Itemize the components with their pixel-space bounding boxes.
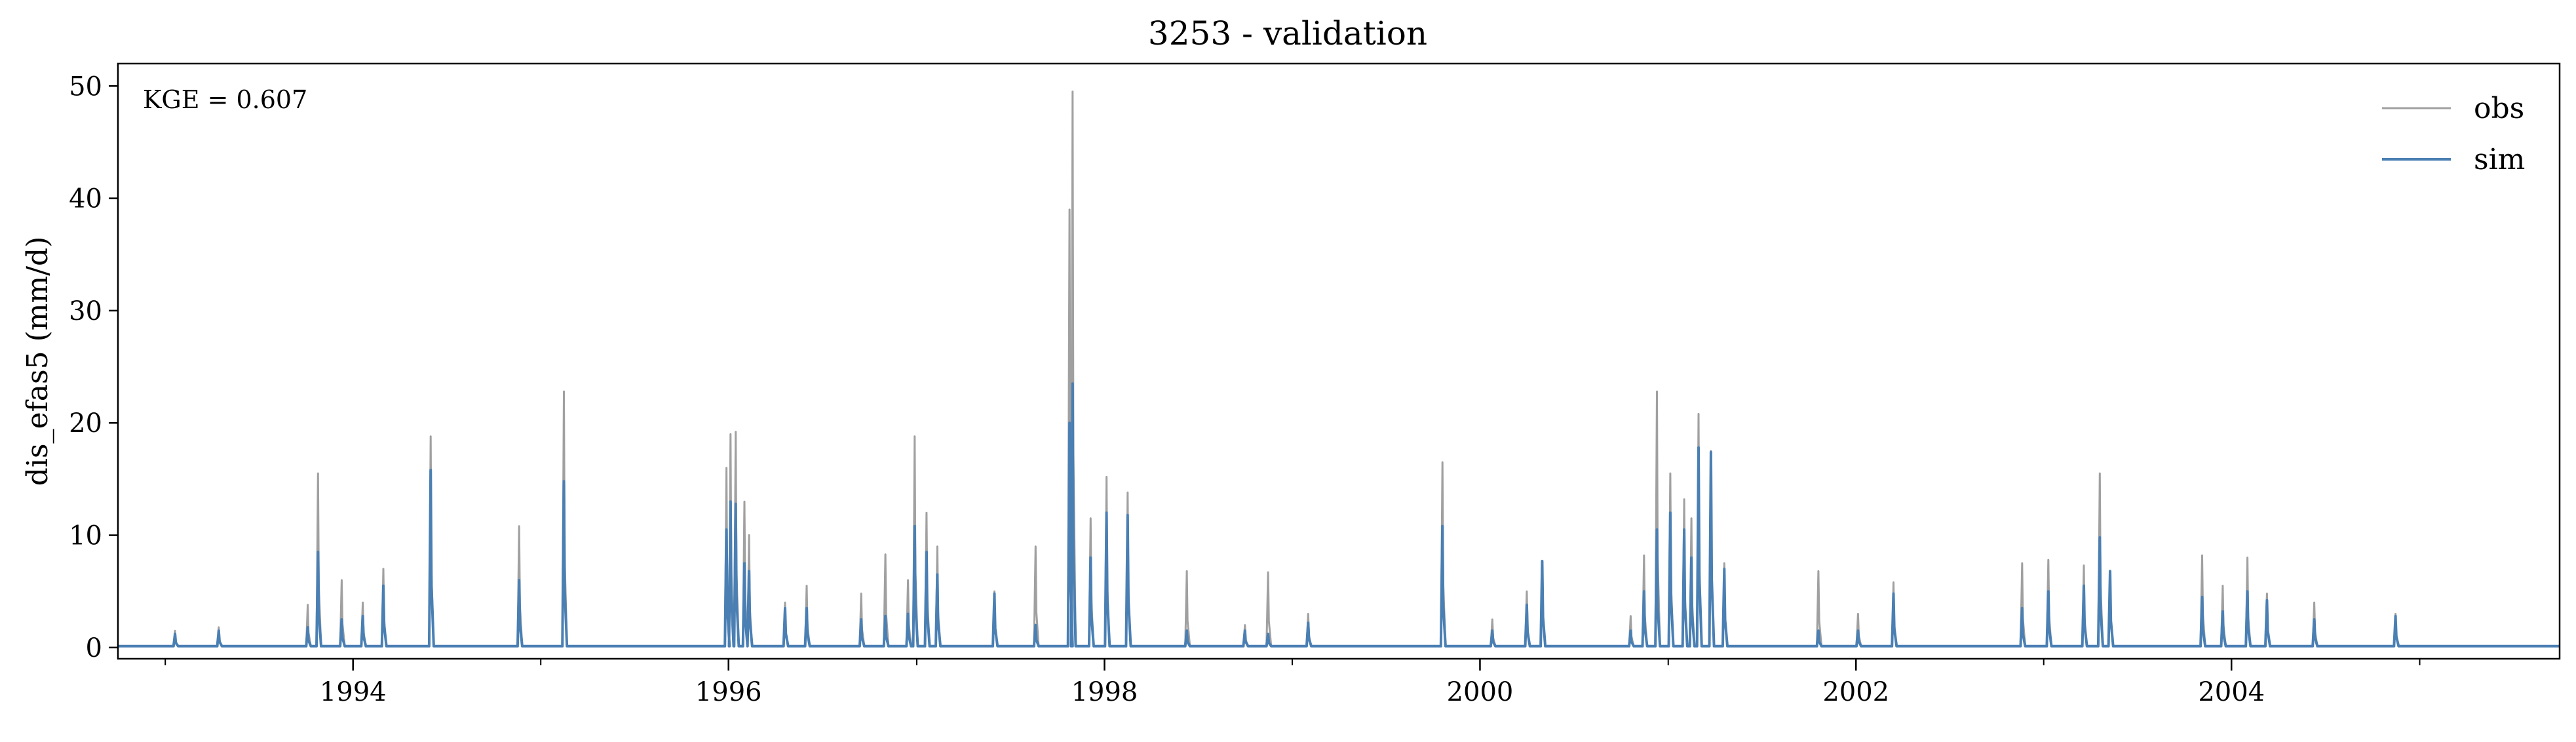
series-line-obs <box>118 90 2560 648</box>
x-tick-label: 1994 <box>320 677 387 707</box>
x-tick-label: 2004 <box>2198 677 2265 707</box>
y-tick-label: 50 <box>69 71 102 102</box>
x-tick-label: 2000 <box>1447 677 1514 707</box>
y-axis: 0 10 20 30 40 50 <box>69 71 118 663</box>
y-tick-label: 10 <box>69 521 102 551</box>
legend-label-obs: obs <box>2474 92 2524 125</box>
x-axis: 1994 1996 1998 2000 2002 2004 <box>164 659 2421 707</box>
y-tick-label: 40 <box>69 184 102 214</box>
x-tick-label: 2002 <box>1822 677 1889 707</box>
legend-label-sim: sim <box>2474 143 2525 176</box>
kge-annotation: KGE = 0.607 <box>143 85 307 114</box>
y-tick-label: 20 <box>69 408 102 439</box>
plot-frame <box>117 62 2561 660</box>
series-layer <box>118 90 2560 648</box>
series-line-sim <box>118 382 2560 648</box>
y-axis-label: dis_efas5 (mm/d) <box>21 237 54 486</box>
legend: obs sim <box>2382 92 2525 176</box>
y-tick-label: 0 <box>86 633 102 663</box>
chart-title: 3253 - validation <box>1148 14 1427 52</box>
y-tick-label: 30 <box>69 296 102 326</box>
x-tick-label: 1998 <box>1071 677 1138 707</box>
x-tick-label: 1996 <box>695 677 762 707</box>
